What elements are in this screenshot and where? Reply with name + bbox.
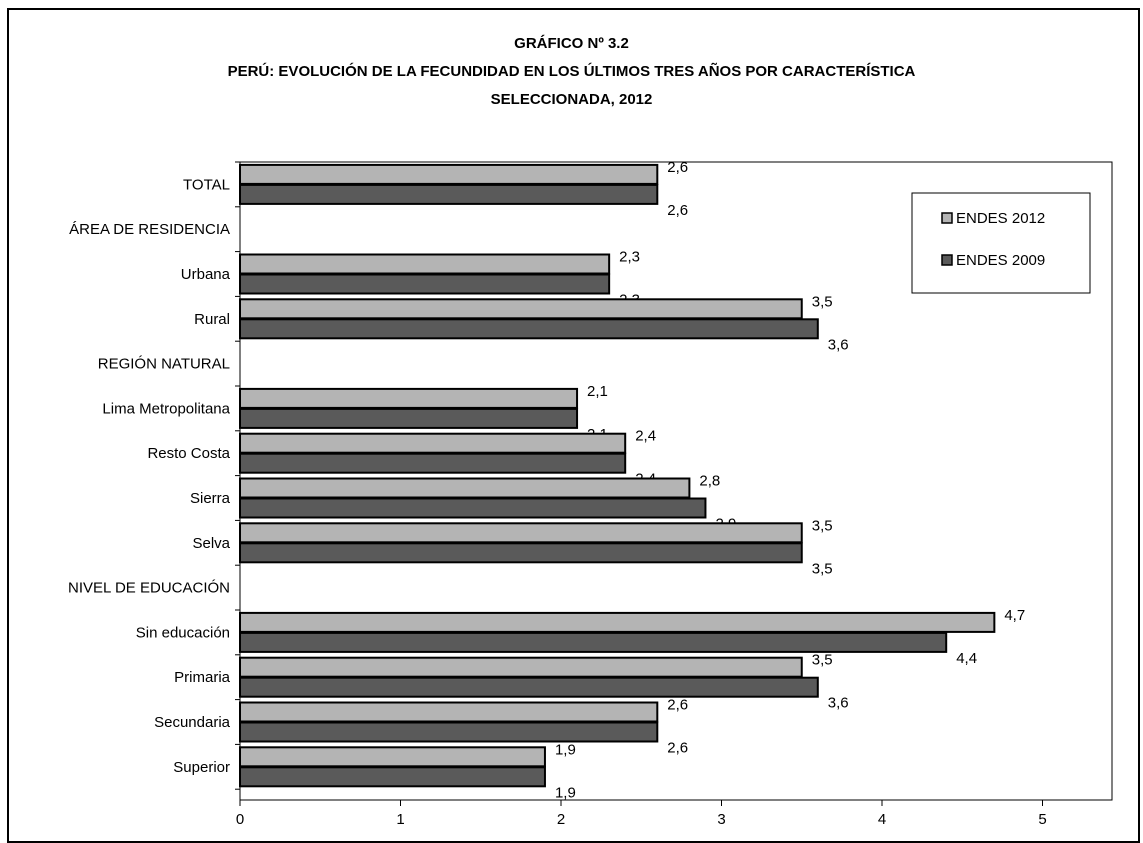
title-line-3: SELECCIONADA, 2012 bbox=[490, 91, 653, 108]
value-label-selva-v2009: 3,5 bbox=[812, 560, 833, 577]
bar-rural-v2009 bbox=[239, 318, 819, 340]
category-label-lima-metropolitana: Lima Metropolitana bbox=[102, 400, 230, 417]
category-label-selva: Selva bbox=[192, 535, 230, 552]
value-label-primaria-v2012: 3,5 bbox=[812, 652, 833, 669]
value-label-secundaria-v2012: 2,6 bbox=[667, 697, 688, 714]
value-label-resto-costa-v2012: 2,4 bbox=[635, 428, 656, 445]
category-label-primaria: Primaria bbox=[174, 669, 230, 686]
legend-label-v2012: ENDES 2012 bbox=[956, 210, 1045, 227]
value-label-lima-metropolitana-v2012: 2,1 bbox=[587, 383, 608, 400]
value-label-superior-v2012: 1,9 bbox=[555, 741, 576, 758]
legend-swatch-v2009 bbox=[941, 254, 953, 266]
bar-sierra-v2012 bbox=[239, 477, 691, 499]
bar-resto-costa-v2012 bbox=[239, 432, 627, 454]
value-label-rural-v2009: 3,6 bbox=[828, 336, 849, 353]
bar-primaria-v2012 bbox=[239, 656, 803, 678]
bar-sin-educacion-v2009 bbox=[239, 631, 948, 653]
bar-lima-metropolitana-v2012 bbox=[239, 387, 579, 409]
value-label-sin-educacion-v2009: 4,4 bbox=[956, 650, 977, 667]
bar-secundaria-v2012 bbox=[239, 701, 659, 723]
bar-selva-v2012 bbox=[239, 522, 803, 544]
bar-lima-metropolitana-v2009 bbox=[239, 407, 579, 429]
bar-total-v2012 bbox=[239, 163, 659, 185]
category-label-area-de-residencia: ÁREA DE RESIDENCIA bbox=[69, 221, 230, 238]
chart-title: GRÁFICO Nº 3.2 PERÚ: EVOLUCIÓN DE LA FEC… bbox=[0, 30, 1143, 114]
category-label-rural: Rural bbox=[194, 311, 230, 328]
category-label-nivel-de-educacion: NIVEL DE EDUCACIÓN bbox=[68, 580, 230, 597]
x-tick-label-4: 4 bbox=[878, 811, 886, 828]
bar-urbana-v2012 bbox=[239, 253, 611, 275]
value-label-superior-v2009: 1,9 bbox=[555, 784, 576, 801]
bar-superior-v2009 bbox=[239, 766, 546, 788]
value-label-urbana-v2012: 2,3 bbox=[619, 249, 640, 266]
value-label-sierra-v2012: 2,8 bbox=[699, 473, 720, 490]
category-label-sin-educacion: Sin educación bbox=[136, 624, 230, 641]
category-label-sierra: Sierra bbox=[190, 490, 231, 507]
value-label-total-v2012: 2,6 bbox=[667, 159, 688, 176]
x-tick-label-2: 2 bbox=[557, 811, 565, 828]
value-label-secundaria-v2009: 2,6 bbox=[667, 740, 688, 757]
legend-box bbox=[911, 192, 1091, 294]
value-label-primaria-v2009: 3,6 bbox=[828, 695, 849, 712]
bar-sin-educacion-v2012 bbox=[239, 611, 996, 633]
value-label-sin-educacion-v2012: 4,7 bbox=[1004, 607, 1025, 624]
bar-selva-v2009 bbox=[239, 542, 803, 564]
title-line-2: PERÚ: EVOLUCIÓN DE LA FECUNDIDAD EN LOS … bbox=[227, 63, 916, 80]
bar-secundaria-v2009 bbox=[239, 721, 659, 743]
value-label-selva-v2012: 3,5 bbox=[812, 517, 833, 534]
bar-resto-costa-v2009 bbox=[239, 452, 627, 474]
category-label-total: TOTAL bbox=[183, 176, 230, 193]
bar-rural-v2012 bbox=[239, 298, 803, 320]
x-tick-label-1: 1 bbox=[396, 811, 404, 828]
category-label-resto-costa: Resto Costa bbox=[147, 445, 230, 462]
value-label-total-v2009: 2,6 bbox=[667, 202, 688, 219]
bar-total-v2009 bbox=[239, 183, 659, 205]
bar-sierra-v2009 bbox=[239, 497, 707, 519]
x-tick-label-0: 0 bbox=[236, 811, 244, 828]
x-tick-label-3: 3 bbox=[717, 811, 725, 828]
bar-superior-v2012 bbox=[239, 746, 546, 768]
legend-label-v2009: ENDES 2009 bbox=[956, 252, 1045, 269]
value-label-rural-v2012: 3,5 bbox=[812, 293, 833, 310]
category-label-secundaria: Secundaria bbox=[154, 714, 231, 731]
category-label-superior: Superior bbox=[173, 759, 230, 776]
category-label-region-natural: REGIÓN NATURAL bbox=[98, 356, 230, 373]
bar-primaria-v2009 bbox=[239, 676, 819, 698]
bar-urbana-v2009 bbox=[239, 273, 611, 295]
legend-swatch-v2012 bbox=[941, 212, 953, 224]
category-label-urbana: Urbana bbox=[181, 266, 231, 283]
x-tick-label-5: 5 bbox=[1038, 811, 1046, 828]
title-line-1: GRÁFICO Nº 3.2 bbox=[514, 35, 629, 52]
